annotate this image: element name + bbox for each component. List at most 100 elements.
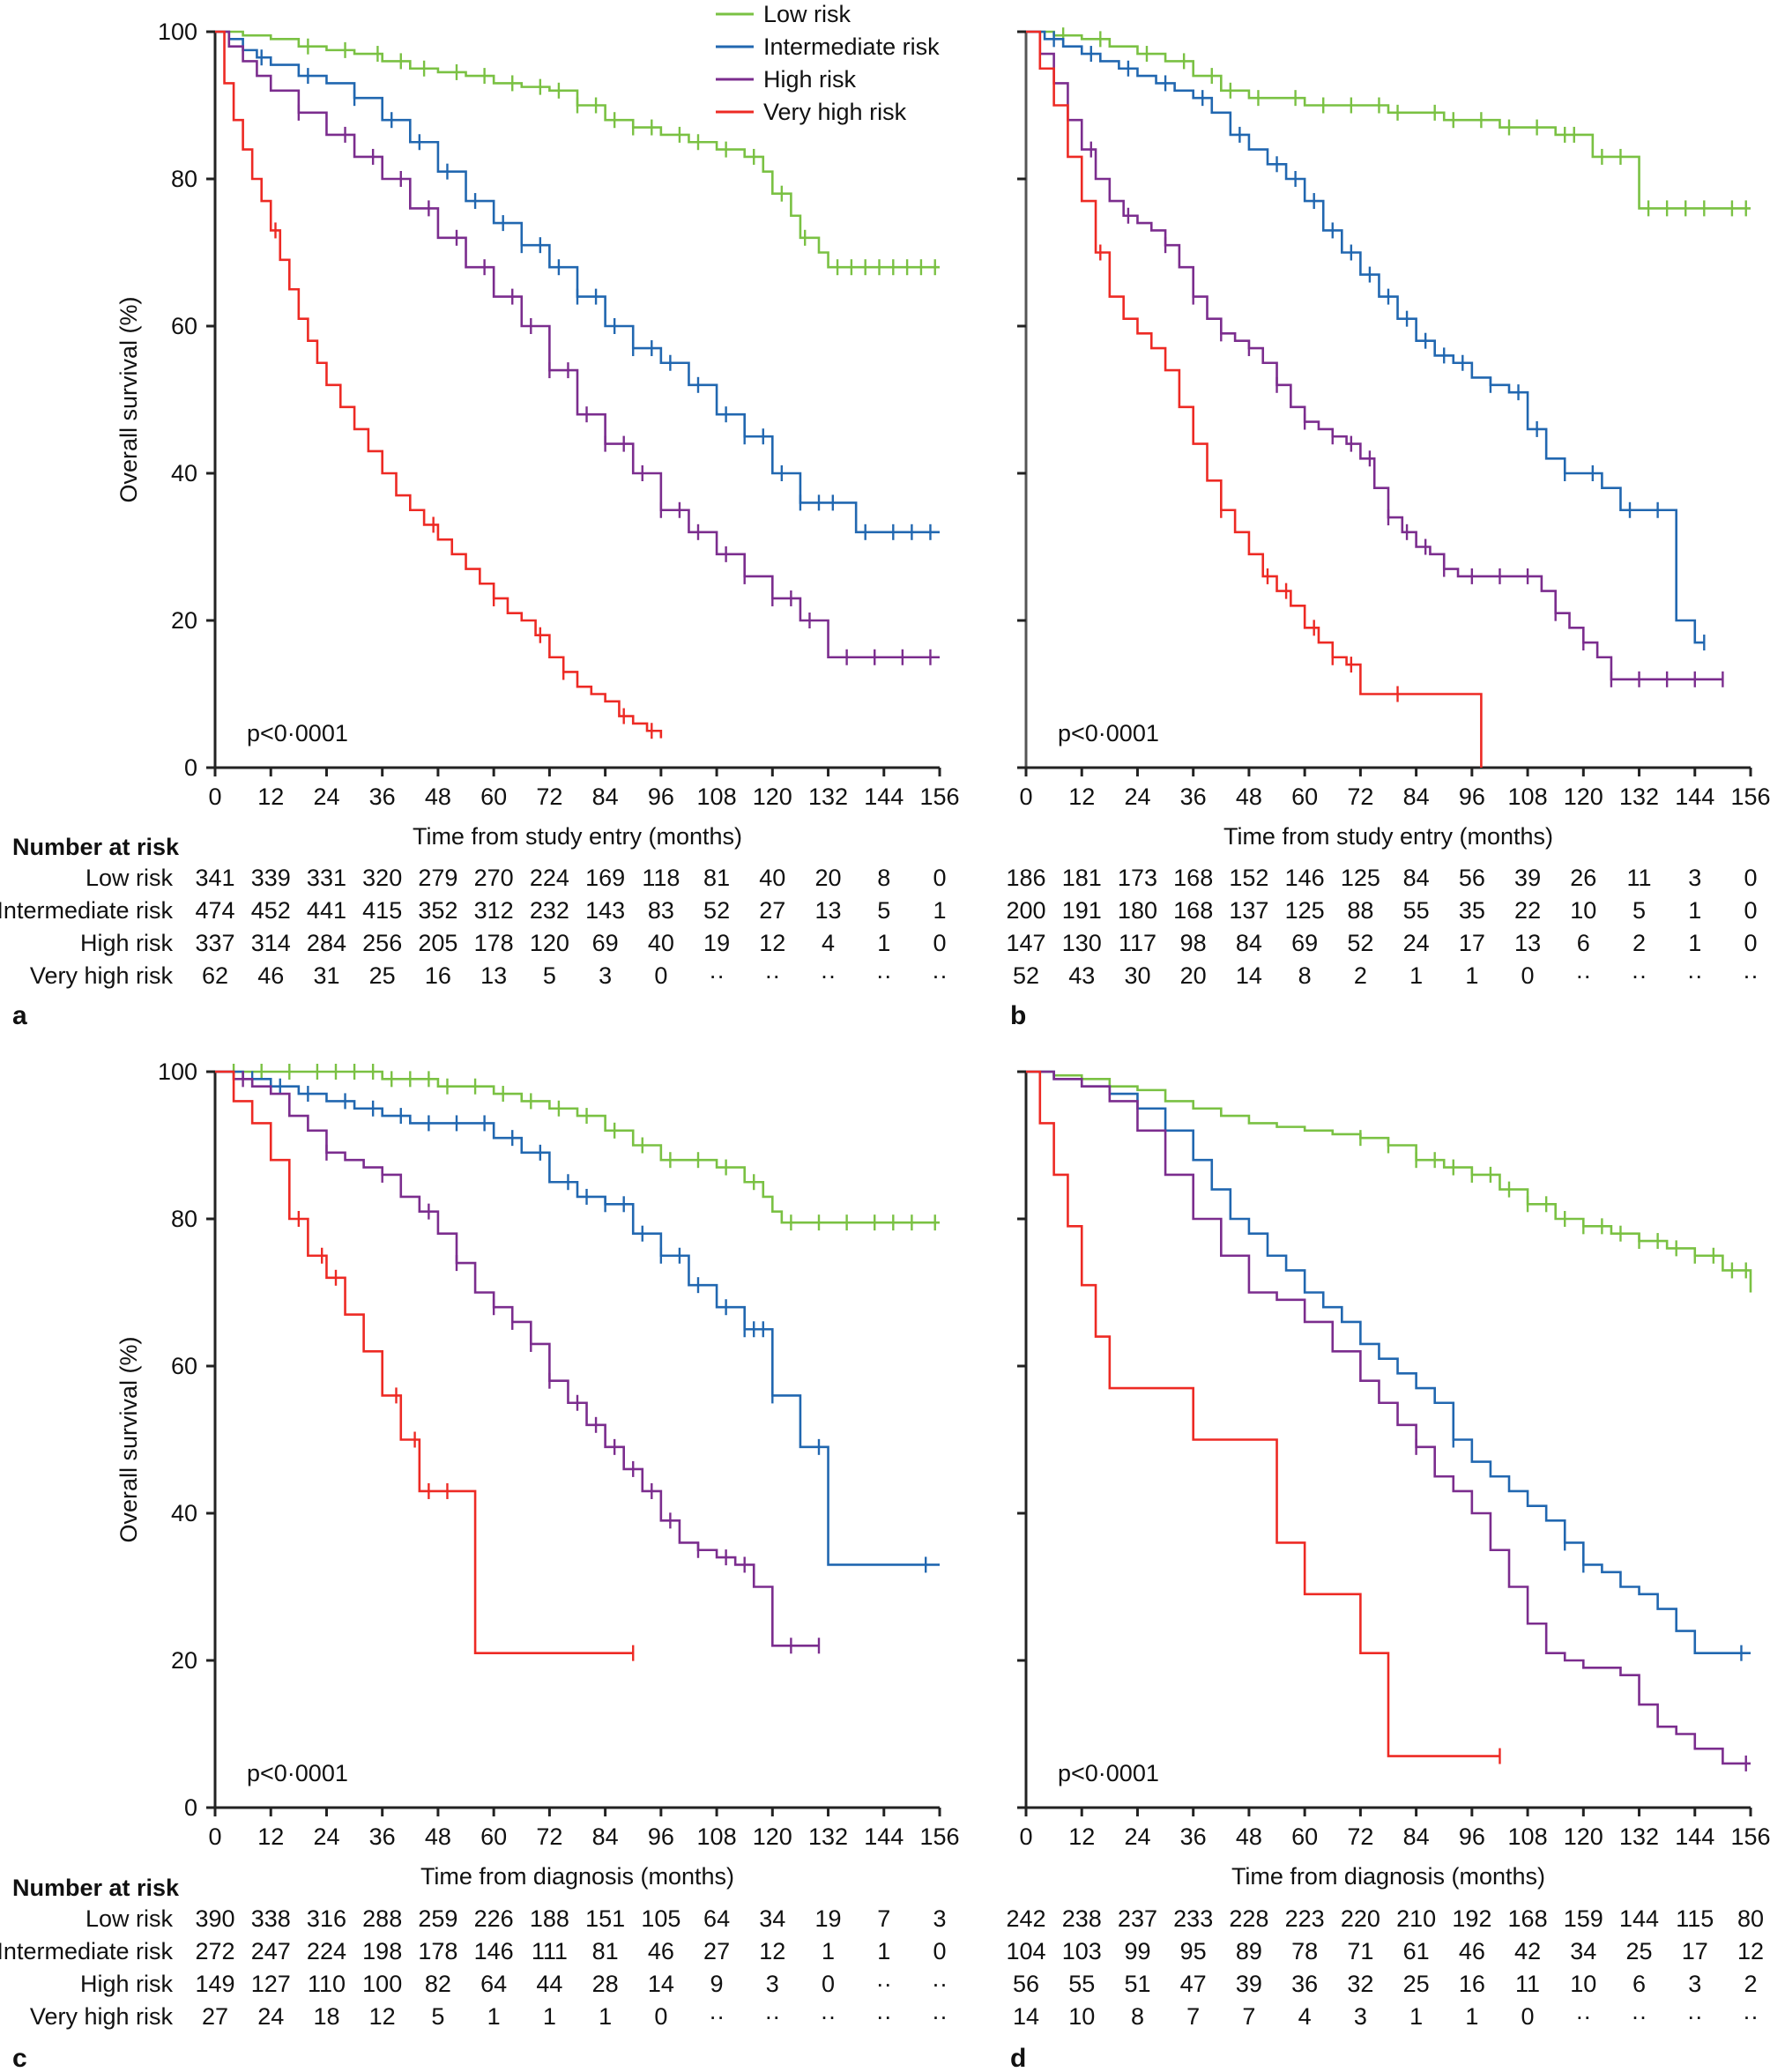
risk-value: 115 <box>1676 1905 1714 1932</box>
risk-value: 316 <box>307 1905 346 1932</box>
risk-row-label: Very high risk <box>30 2003 174 2030</box>
x-tick-label: 96 <box>1459 783 1485 810</box>
risk-value: 130 <box>1062 930 1102 956</box>
x-tick-label: 0 <box>1019 1823 1032 1850</box>
risk-value: 12 <box>759 1938 785 1964</box>
risk-value: 110 <box>308 1971 346 1997</box>
risk-value: 3 <box>933 1905 946 1932</box>
risk-value: 0 <box>654 2003 667 2030</box>
risk-value: 31 <box>313 962 339 989</box>
risk-value: 149 <box>195 1971 234 1997</box>
risk-value: 1 <box>933 897 946 924</box>
risk-value: 43 <box>1068 962 1095 989</box>
risk-value: 52 <box>1013 962 1039 989</box>
panel-letter: b <box>1010 1001 1026 1030</box>
x-tick-label: 120 <box>1564 1823 1603 1850</box>
risk-value: 205 <box>418 930 457 956</box>
risk-value: 16 <box>425 962 451 989</box>
x-tick-label: 132 <box>1619 783 1659 810</box>
risk-value: 1 <box>1465 962 1478 989</box>
risk-value: 200 <box>1006 897 1045 924</box>
x-tick-label: 96 <box>648 1823 674 1850</box>
risk-value: 0 <box>1521 962 1535 989</box>
x-tick-label: 60 <box>1291 1823 1318 1850</box>
risk-value: 0 <box>1521 2003 1535 2030</box>
x-tick-label: 156 <box>1730 1823 1770 1850</box>
risk-row-label: Low risk <box>86 865 174 891</box>
x-tick-label: 0 <box>1019 783 1032 810</box>
x-tick-label: 84 <box>1403 1823 1430 1850</box>
x-tick-label: 72 <box>1347 783 1373 810</box>
number-at-risk-table: 242 238 237 233 228 223 220 210 192 168 159 144 115 8… <box>1006 1905 1764 2030</box>
risk-value: 3 <box>766 1971 779 1997</box>
risk-value: 312 <box>474 897 514 924</box>
risk-value: 3 <box>599 962 612 989</box>
risk-value: 272 <box>195 1938 234 1964</box>
risk-value: 168 <box>1173 865 1213 891</box>
survival-curve <box>215 1070 819 1647</box>
risk-value: 11 <box>1627 865 1652 891</box>
risk-value: 40 <box>648 930 674 956</box>
risk-value: 40 <box>759 865 785 891</box>
y-tick-label: 60 <box>171 313 197 339</box>
risk-value: 22 <box>1514 897 1541 924</box>
risk-value: ·· <box>932 1971 948 1997</box>
risk-value: 80 <box>1737 1905 1764 1932</box>
risk-value: 25 <box>1403 1971 1430 1997</box>
series-intermediate-risk <box>1026 30 1706 651</box>
survival-curve <box>1026 1070 1500 1757</box>
risk-value: 2 <box>1744 1971 1757 1997</box>
risk-value: 390 <box>195 1905 234 1932</box>
x-tick-label: 120 <box>753 1823 792 1850</box>
x-tick-label: 108 <box>697 783 737 810</box>
x-tick-label: 36 <box>1180 1823 1207 1850</box>
risk-value: 146 <box>474 1938 514 1964</box>
risk-value: 14 <box>648 1971 674 1997</box>
risk-value: 270 <box>474 865 514 891</box>
risk-value: 3 <box>1688 1971 1701 1997</box>
risk-value: 152 <box>1229 865 1268 891</box>
risk-value: 118 <box>642 865 680 891</box>
risk-value: 1 <box>1688 897 1701 924</box>
risk-value: 32 <box>1347 1971 1373 1997</box>
risk-value: 0 <box>1744 865 1757 891</box>
survival-curve <box>1026 30 1751 210</box>
x-tick-label: 24 <box>1124 1823 1150 1850</box>
y-tick-label: 20 <box>171 1647 197 1674</box>
risk-value: 51 <box>1124 1971 1150 1997</box>
risk-value: 28 <box>592 1971 619 1997</box>
x-tick-label: 24 <box>1124 783 1150 810</box>
risk-value: 168 <box>1508 1905 1548 1932</box>
risk-value: 1 <box>1688 930 1701 956</box>
risk-value: 180 <box>1118 897 1157 924</box>
risk-value: 125 <box>1285 897 1325 924</box>
risk-value: 127 <box>251 1971 291 1997</box>
legend: Low risk Intermediate risk High risk Very h… <box>716 1 940 125</box>
risk-row-label: Intermediate risk <box>0 897 173 924</box>
risk-value: 452 <box>251 897 291 924</box>
risk-value: 191 <box>1062 897 1102 924</box>
risk-value: 46 <box>257 962 284 989</box>
series-high-risk <box>215 1070 821 1654</box>
risk-value: 5 <box>1632 897 1646 924</box>
survival-curve <box>1026 30 1723 681</box>
series-high-risk <box>215 30 940 665</box>
risk-value: 178 <box>474 930 514 956</box>
risk-value: 0 <box>933 1938 946 1964</box>
risk-value: 46 <box>1459 1938 1485 1964</box>
risk-value: 30 <box>1124 962 1150 989</box>
x-tick-label: 144 <box>864 1823 904 1850</box>
risk-value: 19 <box>703 930 730 956</box>
risk-value: 0 <box>654 962 667 989</box>
series-intermediate-risk <box>215 1070 940 1573</box>
risk-value: 9 <box>710 1971 724 1997</box>
risk-value: 13 <box>480 962 507 989</box>
x-tick-label: 84 <box>592 783 619 810</box>
risk-value: 111 <box>532 1938 568 1964</box>
series-low-risk <box>215 30 940 276</box>
risk-value: ·· <box>709 962 725 989</box>
p-value-label: p<0·0001 <box>247 720 348 746</box>
y-tick-label: 80 <box>171 166 197 192</box>
